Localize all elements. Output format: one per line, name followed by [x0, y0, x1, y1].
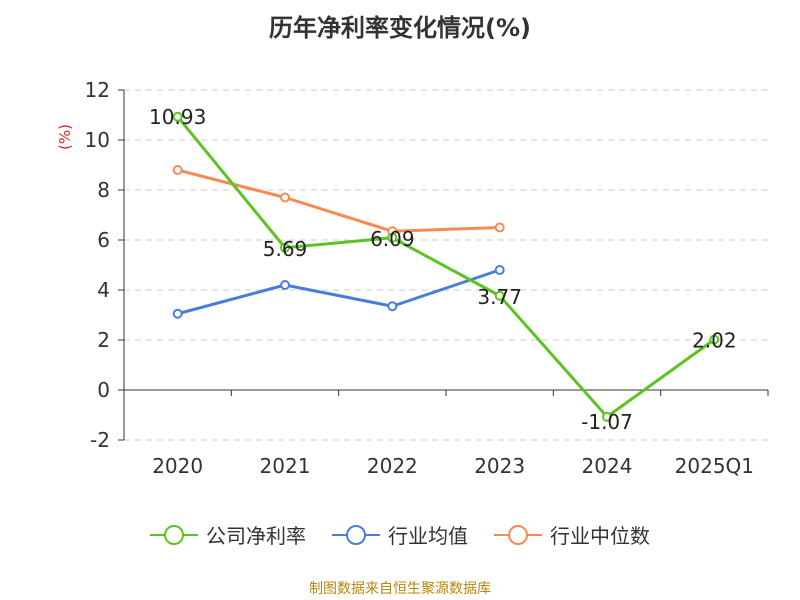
data-label: 3.77 — [477, 285, 522, 309]
data-label: 10.93 — [149, 105, 206, 129]
legend-item-industry-mean[interactable]: 行业均值 — [332, 520, 468, 549]
data-label: -1.07 — [581, 410, 633, 434]
legend-item-net-margin[interactable]: 公司净利率 — [150, 520, 306, 549]
x-tick-label: 2021 — [260, 454, 311, 478]
data-point — [172, 111, 183, 122]
x-tick-label: 2025Q1 — [675, 454, 754, 478]
legend-swatch-icon — [150, 524, 198, 545]
chart-title: 历年净利率变化情况(%) — [269, 14, 531, 42]
x-tick-label: 2024 — [582, 454, 633, 478]
y-tick-label: 2 — [97, 328, 110, 352]
data-label: 2.02 — [692, 329, 737, 353]
y-tick-label: 4 — [97, 278, 110, 302]
data-point — [602, 411, 612, 422]
legend-swatch-icon — [332, 524, 380, 545]
y-tick-label: 12 — [85, 78, 110, 102]
y-tick-label: 6 — [97, 228, 110, 252]
legend-item-industry-median[interactable]: 行业中位数 — [494, 520, 650, 549]
series-line-1 — [177, 268, 501, 316]
data-source: 制图数据来自恒生聚源数据库 — [309, 581, 491, 597]
y-tick-label: 8 — [97, 178, 110, 202]
data-label: 6.09 — [370, 227, 415, 251]
data-point — [280, 192, 290, 203]
legend: 公司净利率 行业均值 行业中位数 — [0, 520, 800, 549]
data-point — [494, 265, 505, 275]
data-point — [709, 334, 720, 345]
data-point — [387, 301, 398, 312]
legend-label: 行业中位数 — [550, 524, 650, 548]
series-line-0 — [176, 115, 716, 419]
data-point — [172, 165, 183, 175]
legend-swatch-icon — [494, 524, 542, 545]
x-tick-label: 2020 — [152, 454, 203, 478]
y-tick-label: 0 — [97, 378, 110, 402]
x-tick-label: 2022 — [367, 454, 418, 478]
data-label: 5.69 — [263, 237, 308, 261]
y-tick-label: 10 — [85, 128, 110, 152]
data-point — [494, 290, 505, 301]
data-point — [387, 232, 398, 243]
x-tick-label: 2023 — [474, 454, 525, 478]
data-point — [280, 242, 290, 253]
legend-label: 行业均值 — [388, 524, 468, 548]
legend-label: 公司净利率 — [206, 524, 306, 548]
data-point — [172, 308, 183, 319]
data-point — [280, 280, 290, 290]
data-point — [494, 222, 505, 233]
y-tick-label: -2 — [90, 428, 110, 452]
series-line-2 — [177, 168, 500, 233]
